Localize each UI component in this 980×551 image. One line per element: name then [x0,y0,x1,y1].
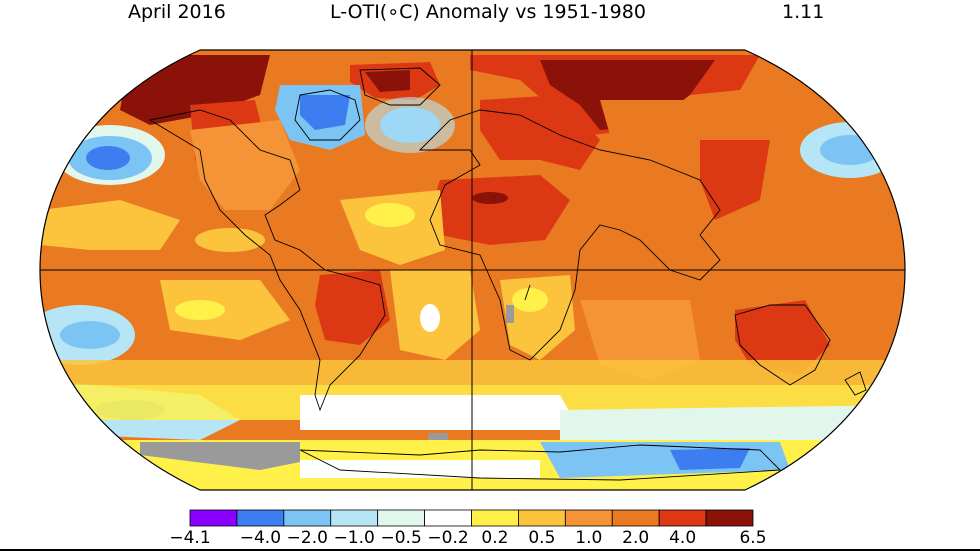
legend-swatch [611,509,660,527]
legend-tick-label: −4.1 [169,528,211,548]
legend-tick-label: 4.0 [669,528,697,548]
legend-tick-label: −1.0 [333,528,375,548]
legend-tick-label: −0.2 [427,528,469,548]
legend-swatch [658,509,707,527]
map-border [39,49,906,491]
global-mean-anomaly: 1.11 [782,1,825,23]
legend-tick-label: −4.0 [239,528,282,548]
legend-swatch [518,509,566,527]
anomaly-field [40,50,905,490]
legend-swatch [564,509,613,527]
legend-tick-labels: −4.1 −4.0 −2.0 −1.0 −0.5 −0.2 0.2 0.5 1.0 2.0 4.0 6… [0,527,980,551]
legend-tick-label: 6.5 [739,528,767,548]
legend-swatch [189,509,238,527]
legend-tick-label: 0.5 [528,528,556,548]
color-scale-legend [189,509,754,527]
legend-swatch [377,509,425,527]
map-date: April 2016 [128,1,226,23]
legend-swatch [283,509,332,527]
legend-tick-label: −2.0 [286,528,328,548]
legend-swatch [330,509,379,527]
legend-tick-label: 1.0 [575,528,603,548]
legend-swatch [236,509,285,527]
legend-tick-label: 2.0 [622,528,650,548]
legend-tick-label: 0.2 [481,528,509,548]
map-title: L-OTI(∘C) Anomaly vs 1951-1980 [330,1,646,23]
legend-swatch [424,509,472,527]
legend-swatch [705,509,754,527]
coastlines [148,67,867,481]
legend-tick-label: −0.5 [380,528,422,548]
bottom-border [0,549,980,551]
legend-swatch [471,509,519,527]
